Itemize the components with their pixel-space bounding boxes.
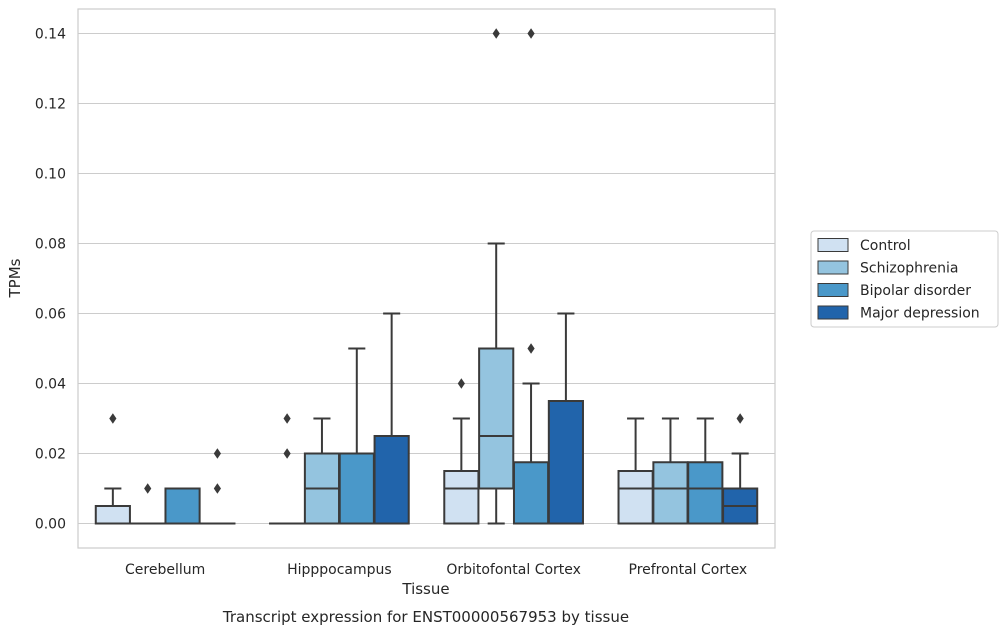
legend-swatch xyxy=(817,238,849,252)
series-bipolar-disorder xyxy=(164,28,724,525)
y-tick-label: 0.04 xyxy=(35,377,66,393)
box-series xyxy=(94,28,759,525)
outlier-point xyxy=(109,413,117,424)
outlier-point xyxy=(283,448,291,459)
outlier-point xyxy=(527,343,535,354)
box-body xyxy=(164,487,201,525)
outlier-point xyxy=(144,483,152,494)
outlier-point xyxy=(492,28,500,39)
x-axis-title: Tissue xyxy=(401,580,449,598)
y-axis-ticks: 0.00 0.02 0.04 0.06 0.08 0.10 0.12 0.14 xyxy=(35,27,66,533)
y-tick-label: 0.12 xyxy=(35,97,66,113)
y-tick-label: 0.14 xyxy=(35,27,66,43)
y-tick-label: 0.06 xyxy=(35,307,66,323)
outlier-point xyxy=(457,378,465,389)
legend-swatch xyxy=(817,283,849,297)
box-body xyxy=(652,461,689,525)
box xyxy=(373,312,410,525)
box xyxy=(443,378,480,525)
outlier-point xyxy=(736,413,744,424)
gridlines xyxy=(78,33,775,524)
outlier-point xyxy=(527,28,535,39)
box xyxy=(512,28,550,525)
box-body xyxy=(373,435,410,525)
x-axis-ticks: Cerebellum Hipppocampus Orbitofontal Corte… xyxy=(125,562,747,578)
y-tick-label: 0.08 xyxy=(35,237,66,253)
box xyxy=(338,347,375,525)
box xyxy=(547,312,584,525)
box xyxy=(687,417,724,525)
box-body xyxy=(478,347,515,490)
outlier-point xyxy=(213,448,221,459)
series-schizophrenia xyxy=(129,28,689,525)
x-tick-label: Cerebellum xyxy=(125,562,205,578)
outlier-point xyxy=(213,483,221,494)
box-body xyxy=(547,400,584,525)
x-tick-label: Hipppocampus xyxy=(287,562,392,578)
legend-label: Bipolar disorder xyxy=(860,283,971,299)
x-tick-label: Orbitofontal Cortex xyxy=(446,562,581,578)
y-tick-label: 0.00 xyxy=(35,517,66,533)
y-axis-title: TPMs xyxy=(6,258,24,298)
box-body xyxy=(512,461,550,525)
y-tick-label: 0.02 xyxy=(35,447,66,463)
series-major-depression xyxy=(199,312,759,525)
box-body xyxy=(617,470,654,525)
box-body xyxy=(94,505,131,525)
y-tick-label: 0.10 xyxy=(35,167,66,183)
box xyxy=(164,487,201,525)
series-control xyxy=(94,378,654,525)
legend-frame xyxy=(810,230,999,328)
box xyxy=(94,413,131,525)
legend-label: Schizophrenia xyxy=(860,261,958,277)
box xyxy=(129,483,166,525)
box xyxy=(269,413,306,525)
outlier-point xyxy=(283,413,291,424)
box xyxy=(722,413,759,525)
box-body xyxy=(443,470,480,525)
box-body xyxy=(687,461,724,525)
box xyxy=(303,417,341,525)
x-tick-label: Prefrontal Cortex xyxy=(629,562,748,578)
box xyxy=(652,417,689,525)
plot-frame xyxy=(77,8,776,549)
legend-label: Major depression xyxy=(860,306,980,322)
box xyxy=(617,417,654,525)
legend-swatch xyxy=(817,305,849,320)
chart-caption: Transcript expression for ENST0000056795… xyxy=(222,608,629,626)
legend-swatch xyxy=(817,260,849,275)
legend: Control Schizophrenia Bipolar disorder Majo… xyxy=(810,230,999,328)
box-body xyxy=(338,452,375,525)
legend-label: Control xyxy=(860,238,911,254)
box xyxy=(199,448,236,525)
box xyxy=(478,28,515,525)
